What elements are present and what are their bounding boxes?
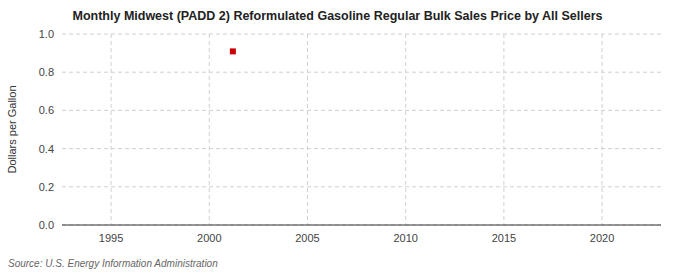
y-tick-label: 0.8 — [39, 66, 54, 78]
x-tick-label: 2000 — [197, 232, 221, 244]
y-grid-line — [62, 110, 661, 111]
y-grid-line — [62, 72, 661, 73]
grid — [62, 34, 661, 225]
x-grid-line — [111, 34, 112, 225]
x-grid-line — [503, 34, 504, 225]
y-tick-label: 0.2 — [39, 181, 54, 193]
axes: 0.0 0.2 0.4 0.6 0.8 1.0 1995 2000 2005 2010 2015 20… — [39, 28, 661, 244]
y-tick-label: 1.0 — [39, 28, 54, 40]
title: Monthly Midwest (PADD 2) Reformulated Ga… — [73, 9, 603, 23]
y-tick-label: 0.0 — [39, 219, 54, 231]
x-grid-line — [602, 34, 603, 225]
x-axis-line — [62, 225, 661, 226]
y-grid-line — [62, 34, 661, 35]
x-tick-label: 2015 — [492, 232, 516, 244]
x-tick-label: 2020 — [590, 232, 614, 244]
x-grid-line — [209, 34, 210, 225]
x-grid-line — [405, 34, 406, 225]
x-tick-label: 2005 — [295, 232, 319, 244]
y-tick-label: 0.6 — [39, 104, 54, 116]
x-tick-label: 2010 — [393, 232, 417, 244]
y-grid-line — [62, 148, 661, 149]
y-tick-label: 0.4 — [39, 143, 54, 155]
source-note: Source: U.S. Energy Information Administ… — [8, 258, 218, 269]
y-grid-line — [62, 186, 661, 187]
data-point — [230, 48, 236, 54]
y-grid-line — [62, 225, 661, 226]
x-tick-label: 1995 — [99, 232, 123, 244]
chart: Monthly Midwest (PADD 2) Reformulated Ga… — [0, 0, 675, 275]
x-grid-line — [307, 34, 308, 225]
y-axis-label: Dollars per Gallon — [6, 85, 18, 173]
points — [230, 48, 236, 54]
